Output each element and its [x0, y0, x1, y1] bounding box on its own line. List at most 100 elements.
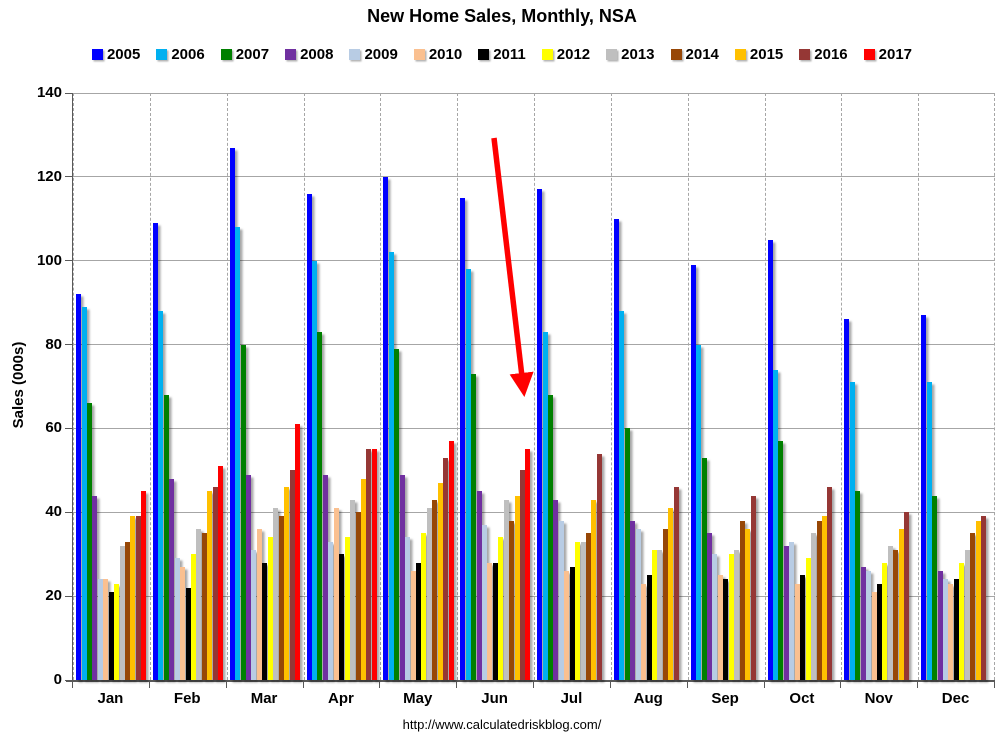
bar-2007-Oct — [778, 441, 784, 680]
bar-2012-Jun — [498, 537, 504, 680]
legend-year-label: 2005 — [106, 46, 141, 63]
bar-2016-Dec — [981, 516, 987, 680]
legend-year-label: 2016 — [814, 46, 848, 63]
bar-2005-Sep — [690, 264, 696, 680]
bar-2008-May — [399, 474, 405, 680]
bar-2007-Jul — [547, 394, 553, 680]
month-label-Nov: Nov — [864, 690, 893, 707]
legend-swatch-2006 — [156, 49, 168, 60]
bar-2012-Sep — [728, 554, 734, 680]
x-tick-mark — [763, 682, 765, 688]
legend-item-2016: 2016 — [799, 46, 848, 63]
bar-2011-Jun — [492, 562, 498, 680]
month-label-Jul: Jul — [560, 690, 583, 707]
bar-2006-Jan — [81, 306, 87, 680]
bar-2009-Jan — [97, 579, 103, 680]
bar-2015-Aug — [668, 508, 674, 680]
month-separator-line — [764, 93, 766, 680]
bar-2017-Mar — [294, 424, 300, 680]
bar-2010-Sep — [717, 575, 723, 680]
bar-2013-Jun — [503, 499, 509, 680]
bar-2005-Nov — [844, 319, 850, 680]
bar-2013-May — [426, 508, 432, 680]
plot-area — [72, 92, 995, 680]
month-separator-line — [918, 93, 920, 680]
bar-2008-Feb — [169, 478, 175, 680]
legend-item-2012: 2012 — [541, 47, 590, 62]
month-group-Oct — [765, 93, 842, 680]
bar-2006-Dec — [926, 382, 932, 680]
month-separator-line — [994, 93, 995, 680]
legend-swatch-2005 — [91, 49, 103, 60]
y-tick-mark — [65, 260, 72, 262]
bar-2007-Nov — [855, 491, 861, 680]
bar-2013-Jul — [580, 541, 586, 680]
bar-2008-Sep — [707, 533, 713, 680]
month-group-Aug — [611, 93, 688, 680]
bar-2012-Jan — [114, 583, 120, 680]
bar-2014-Oct — [816, 520, 822, 680]
y-tick-mark — [65, 92, 72, 94]
x-tick-mark — [840, 682, 842, 688]
bar-2014-Feb — [201, 533, 207, 680]
bar-2011-Jul — [569, 566, 575, 680]
bar-2005-Mar — [229, 147, 235, 680]
legend-swatch-2011 — [478, 49, 490, 60]
bar-2009-Sep — [712, 554, 718, 680]
bar-2007-Mar — [240, 344, 246, 680]
bar-2013-Aug — [657, 550, 663, 680]
bar-2008-Dec — [937, 571, 943, 680]
bar-2011-Dec — [953, 579, 959, 680]
bar-2012-Feb — [190, 554, 196, 680]
bar-2009-Jul — [558, 520, 564, 680]
bar-2007-Jan — [86, 403, 92, 680]
y-tick-mark — [65, 176, 72, 178]
legend-swatch-2013 — [606, 49, 618, 60]
month-label-May: May — [403, 690, 433, 707]
bar-2012-Aug — [651, 550, 657, 680]
bar-2014-Dec — [970, 533, 976, 680]
month-separator-line — [457, 93, 459, 680]
bar-2016-Aug — [673, 487, 679, 680]
legend-year-label: 2008 — [300, 46, 334, 63]
bar-2006-Mar — [235, 227, 241, 680]
x-tick-mark — [533, 682, 534, 688]
bar-2006-Sep — [696, 344, 702, 680]
bar-2013-Mar — [273, 508, 279, 680]
y-tick-label-0: 0 — [53, 671, 62, 688]
month-group-Mar — [227, 93, 304, 680]
y-tick-mark — [65, 511, 72, 513]
bar-2005-Oct — [767, 239, 773, 680]
bar-2012-Apr — [344, 537, 350, 680]
y-axis-label: Sales (000s) — [10, 341, 27, 429]
bar-2009-Oct — [789, 541, 795, 680]
bar-2009-Feb — [174, 558, 180, 680]
bar-2011-Aug — [646, 575, 652, 680]
bar-2006-Apr — [312, 260, 317, 680]
legend-year-label: 2017 — [878, 46, 913, 63]
bar-2015-Feb — [207, 491, 213, 680]
bar-2016-Feb — [212, 487, 218, 680]
month-separator-line — [149, 93, 151, 680]
bar-2013-Sep — [734, 550, 740, 680]
legend-swatch-2017 — [863, 49, 875, 60]
bar-2011-Jan — [108, 591, 114, 680]
bar-2007-Aug — [624, 428, 630, 680]
month-separator-line — [380, 93, 382, 680]
month-group-Jun — [457, 93, 534, 680]
month-label-Feb: Feb — [173, 690, 201, 707]
bar-2014-Jun — [509, 520, 515, 680]
bar-2010-Mar — [256, 529, 262, 680]
x-axis-line — [66, 680, 995, 682]
bar-2016-Apr — [366, 449, 372, 680]
bar-2016-Jun — [520, 470, 526, 680]
bar-2016-Mar — [289, 470, 295, 680]
legend-swatch-2015 — [734, 49, 746, 60]
bar-2011-May — [416, 562, 422, 680]
month-separator-line — [303, 93, 305, 680]
month-separator-line — [687, 93, 689, 680]
bar-2010-Jul — [564, 571, 570, 680]
bar-2014-May — [432, 499, 438, 680]
legend-year-label: 2014 — [685, 46, 719, 63]
